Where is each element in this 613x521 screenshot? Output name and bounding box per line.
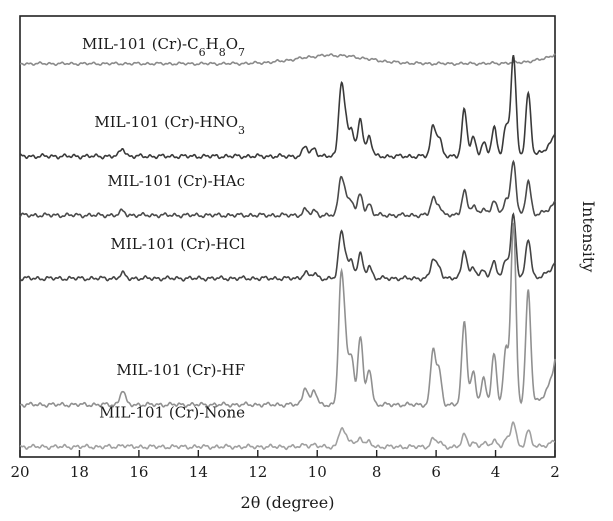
x-tick-label: 14 xyxy=(189,463,208,481)
series-label-2: MIL-101 (Cr)-HAc xyxy=(108,172,245,190)
x-tick-label: 18 xyxy=(70,463,89,481)
x-tick-label: 20 xyxy=(10,463,29,481)
series-label-0: MIL-101 (Cr)-C6H8O7 xyxy=(82,35,245,59)
x-axis-label: 2θ (degree) xyxy=(241,493,335,512)
plot-frame xyxy=(19,15,556,458)
series-label-5: MIL-101 (Cr)-None xyxy=(99,403,245,421)
series-label-part: 8 xyxy=(219,45,226,58)
x-tick-label: 12 xyxy=(248,463,267,481)
series-line-0 xyxy=(19,53,556,67)
series-line-5 xyxy=(19,421,555,451)
series-label-part: 3 xyxy=(238,123,245,136)
series-line-2 xyxy=(19,159,556,219)
x-tick-label: 16 xyxy=(129,463,148,481)
series-label-part: 6 xyxy=(199,45,206,58)
series-label-part: O xyxy=(226,35,238,53)
x-tick-label: 10 xyxy=(308,463,327,481)
series-label-part: H xyxy=(206,35,219,53)
x-tick-label: 4 xyxy=(491,463,501,481)
series-line-4 xyxy=(19,222,556,409)
x-tick-label: 6 xyxy=(431,463,441,481)
x-tick-label: 8 xyxy=(372,463,382,481)
x-tick-label: 2 xyxy=(550,463,560,481)
series-label-3: MIL-101 (Cr)-HCl xyxy=(111,235,246,253)
series-line-3 xyxy=(19,212,556,282)
series-label-1: MIL-101 (Cr)-HNO3 xyxy=(94,113,245,137)
series-label-4: MIL-101 (Cr)-HF xyxy=(116,361,245,379)
y-axis-label: Intensity xyxy=(579,201,598,273)
series-label-part: 7 xyxy=(238,45,245,58)
series-line-1 xyxy=(19,54,556,160)
